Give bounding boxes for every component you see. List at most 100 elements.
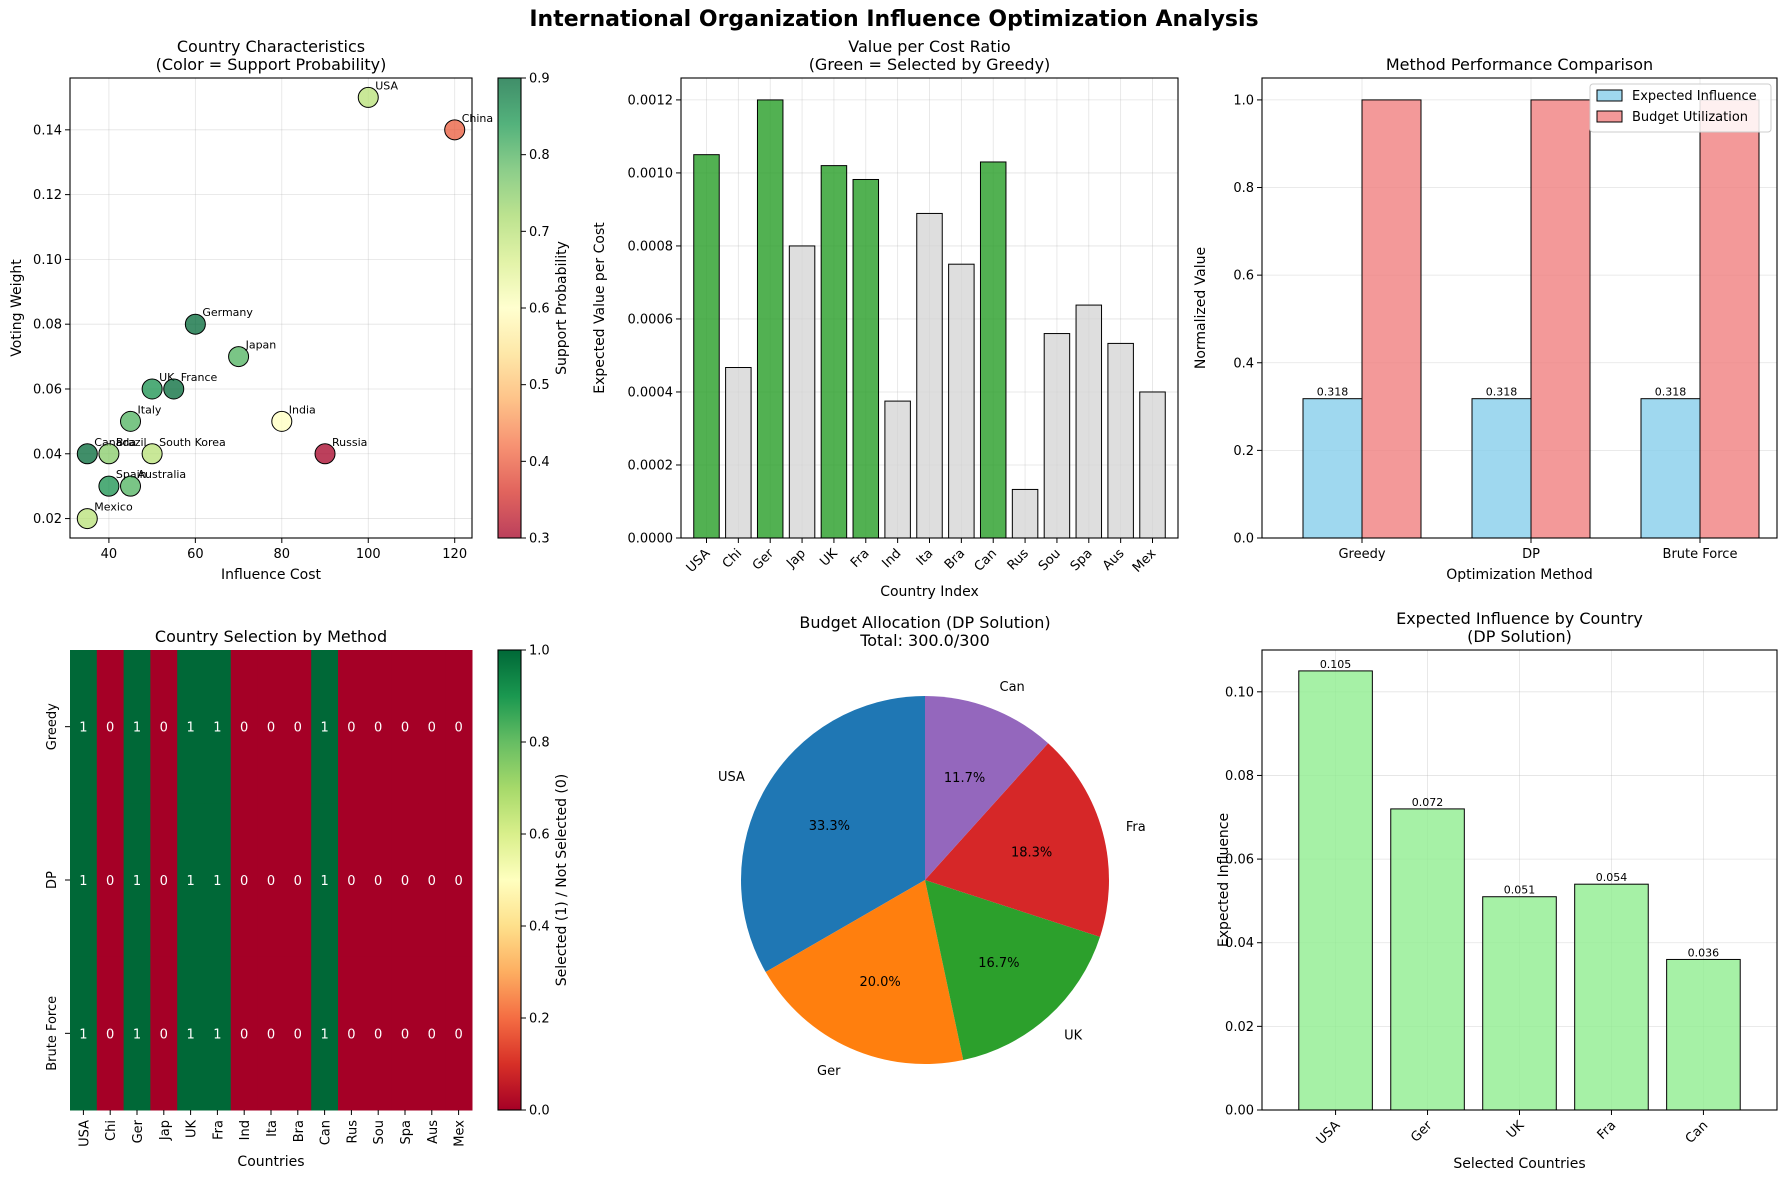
heatmap-cell (123, 803, 151, 958)
y-tick-label: 0.4 (1233, 356, 1254, 371)
heatmap-cell-label: 1 (133, 1027, 141, 1042)
scatter-point (141, 443, 163, 465)
point-label: USA (375, 79, 398, 92)
x-tick-label: 60 (187, 547, 204, 562)
heatmap-cell-label: 0 (428, 721, 436, 736)
pie-title: Budget Allocation (DP Solution) (799, 613, 1050, 632)
heatmap-cell-label: 0 (347, 721, 355, 736)
pie-label: Fra (1126, 820, 1146, 835)
heatmap-cell-label: 0 (267, 874, 275, 889)
x-axis-label: Selected Countries (1453, 1156, 1585, 1172)
x-tick-label: Fra (211, 1120, 226, 1140)
colorbar-tick-label: 0.9 (529, 72, 550, 87)
heatmap-cell (284, 650, 312, 804)
plot-frame (1261, 649, 1778, 1111)
bar (979, 161, 1007, 539)
y-tick-label: 0.0012 (628, 93, 674, 108)
pie-label: UK (1064, 1029, 1083, 1044)
scatter-point (271, 410, 293, 432)
colorbar-tick-label: 0.4 (529, 920, 550, 935)
heatmap-cell (177, 956, 205, 1111)
heatmap-cell (230, 650, 259, 804)
selection-heatmap-panel: Country Selection by Method 1 0 1 0 1 1 0 0 0 1 0 0 0… (45, 627, 570, 1170)
heatmap-cell-label: 0 (374, 874, 382, 889)
bar-value-label: 0.036 (1688, 946, 1720, 959)
x-tick-label: Aus (426, 1120, 441, 1144)
bar (1043, 333, 1071, 539)
y-tick-label: 0.2 (1233, 444, 1254, 459)
colorbar-tick-label: 0.3 (529, 532, 550, 547)
colorbar-tick-label: 0.8 (529, 736, 550, 751)
legend-entry: Expected Influence (1632, 89, 1757, 104)
heatmap-title: Country Selection by Method (155, 627, 387, 646)
heatmap-cell (70, 650, 98, 804)
heatmap-cell-label: 1 (186, 874, 194, 889)
legend-entry: Budget Utilization (1632, 110, 1748, 125)
heatmap-cell (204, 803, 232, 958)
bar (1666, 958, 1741, 1111)
scatter-point (120, 410, 142, 432)
y-tick-label: 0.0002 (628, 458, 674, 473)
point-label: France (181, 371, 218, 384)
expected-influence-panel: Expected Influence by Country(DP Solutio… (1216, 609, 1778, 1172)
y-tick-label: Brute Force (45, 996, 60, 1071)
bar (1298, 670, 1373, 1111)
y-tick-label: 0.0000 (628, 532, 674, 547)
figure-title: International Organization Influence Opt… (529, 7, 1258, 32)
scatter-point (98, 443, 120, 465)
pie-percent-label: 18.3% (1011, 845, 1052, 860)
heatmap-cell (123, 650, 151, 804)
x-tick-label: Ger (750, 546, 778, 574)
bar (788, 245, 816, 539)
heatmap-cell-label: 0 (106, 721, 114, 736)
pie-percent-label: 20.0% (859, 975, 900, 990)
y-tick-label: 0.0010 (628, 166, 674, 181)
bar (1361, 99, 1422, 539)
x-tick-label: UK (185, 1120, 200, 1139)
heatmap-cell-label: 1 (320, 874, 328, 889)
colorbar-tick-label: 1.0 (529, 644, 550, 659)
y-tick-label: 0.0006 (628, 312, 674, 327)
x-tick-label: Jap (783, 546, 809, 572)
heatmap-cell (311, 650, 339, 804)
scatter-point (98, 475, 120, 497)
heatmap-cell (418, 803, 446, 958)
heatmap-cell-label: 0 (267, 1027, 275, 1042)
scatter-panel: Country Characteristics(Color = Support … (9, 37, 570, 583)
value-per-cost-title: Value per Cost Ratio (848, 37, 1010, 56)
scatter-point (184, 313, 206, 335)
bar (1471, 398, 1532, 539)
heatmap-cell (96, 803, 125, 958)
expected-influence-title: (DP Solution) (1467, 627, 1572, 646)
heatmap-cell-label: 1 (213, 874, 221, 889)
heatmap-cell (418, 650, 446, 804)
pie-title: Total: 300.0/300 (859, 631, 990, 650)
heatmap-cell-label: 0 (106, 1027, 114, 1042)
heatmap-cell (230, 956, 259, 1111)
bar (884, 400, 911, 539)
legend-swatch (1596, 110, 1623, 123)
point-label: India (289, 403, 316, 416)
x-tick-label: Bra (292, 1120, 307, 1142)
x-tick-label: UK (1504, 1118, 1528, 1142)
scatter-point (163, 378, 185, 400)
x-axis-label: Country Index (880, 584, 979, 600)
x-tick-label: 100 (356, 547, 381, 562)
y-tick-label: 0.02 (1225, 1020, 1254, 1035)
pie-label: Ger (817, 1064, 841, 1079)
scatter-point (120, 475, 142, 497)
plot-frame (680, 77, 1179, 539)
heatmap-cell-label: 0 (240, 874, 248, 889)
y-tick-label: 0.0 (1233, 532, 1254, 547)
y-tick-label: 0.08 (33, 318, 62, 333)
bar-value-label: 0.318 (1317, 386, 1349, 399)
bar (725, 367, 752, 539)
y-tick-label: Greedy (45, 703, 60, 750)
point-label: Australia (138, 468, 187, 481)
x-tick-label: Sou (372, 1120, 387, 1144)
pie-label: Can (1000, 680, 1025, 695)
colorbar-tick-label: 0.4 (529, 455, 550, 470)
bar (1011, 488, 1039, 539)
colorbar-tick-label: 0.0 (529, 1104, 550, 1119)
